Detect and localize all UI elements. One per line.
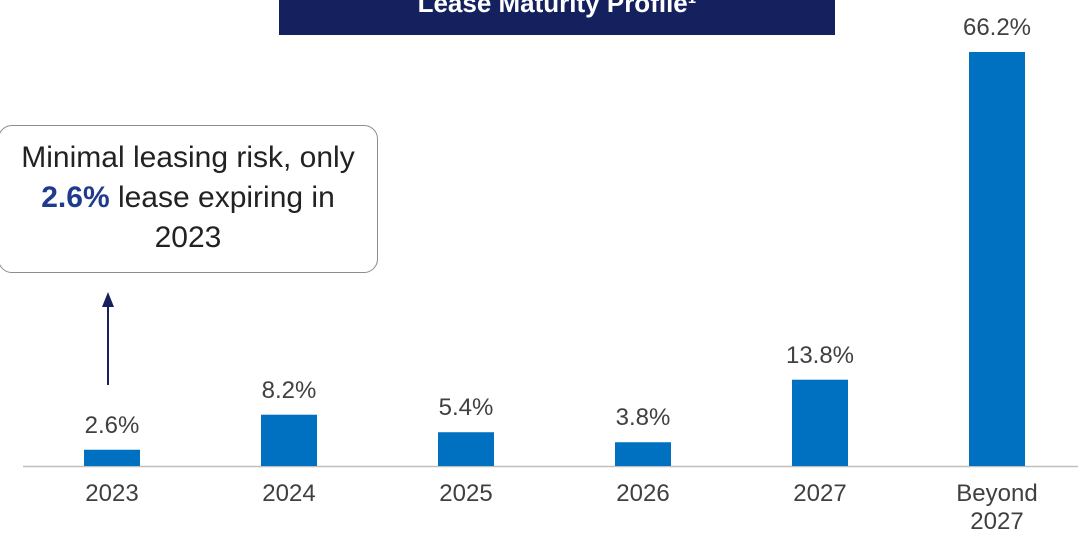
- value-label: 5.4%: [438, 394, 494, 422]
- x-tick-label: 2027: [793, 480, 847, 507]
- arrow-head: [102, 292, 114, 307]
- bar: [438, 432, 494, 466]
- value-label: 8.2%: [261, 376, 317, 404]
- bar: [792, 379, 848, 466]
- value-label: 13.8%: [785, 341, 855, 369]
- bar: [969, 52, 1025, 466]
- x-tick-label: Beyond 2027: [956, 480, 1038, 535]
- annotation-text: Minimal leasing risk, only: [21, 141, 355, 174]
- x-tick-label: 2026: [616, 480, 670, 507]
- value-label: 2.6%: [84, 411, 140, 439]
- bar: [261, 414, 317, 466]
- chart-title: Lease Maturity Profile¹: [417, 0, 697, 18]
- value-label: 3.8%: [615, 404, 671, 432]
- annotation-text: lease expiring in 2023: [109, 181, 335, 254]
- x-tick-label: 2025: [439, 480, 493, 507]
- bar: [615, 442, 671, 466]
- x-tick-label: 2024: [262, 480, 316, 507]
- annotation-highlight: 2.6%: [41, 181, 110, 214]
- annotation: Minimal leasing risk, only 2.6% lease ex…: [0, 125, 378, 273]
- x-tick-label: 2023: [85, 480, 139, 507]
- value-label: 66.2%: [962, 14, 1032, 41]
- bar: [84, 449, 140, 466]
- title-box: Lease Maturity Profile¹: [279, 0, 835, 35]
